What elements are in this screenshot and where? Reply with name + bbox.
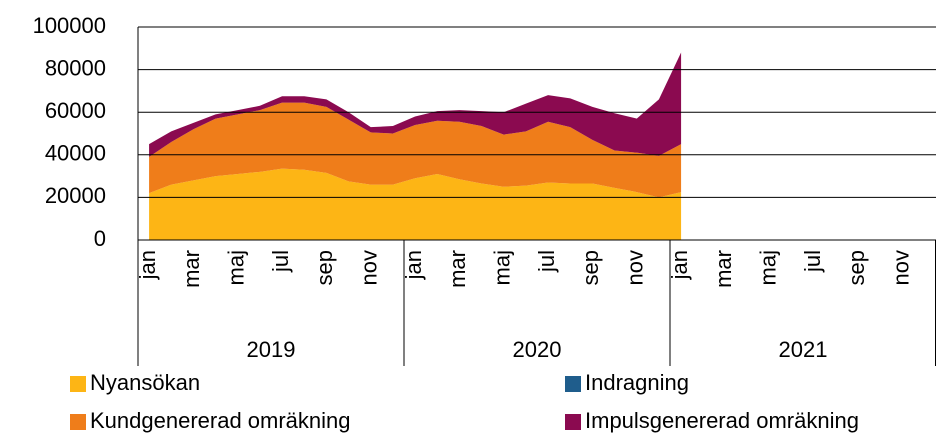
x-tick-label: maj xyxy=(224,250,249,285)
x-tick-label: nov xyxy=(889,250,914,285)
x-tick-label: maj xyxy=(490,250,515,285)
x-tick-label: sep xyxy=(578,250,603,285)
x-tick-label: jul xyxy=(534,250,559,273)
year-label: 2021 xyxy=(779,337,828,362)
area xyxy=(149,52,682,157)
area xyxy=(149,102,682,198)
x-tick-label: sep xyxy=(312,250,337,285)
legend-swatch xyxy=(70,376,86,392)
x-tick-label: nov xyxy=(357,250,382,285)
x-tick-label: jul xyxy=(268,250,293,273)
x-tick-label: mar xyxy=(711,250,736,288)
x-tick-label: nov xyxy=(623,250,648,285)
legend-label: Nyansökan xyxy=(90,370,200,395)
x-tick-label: jul xyxy=(800,250,825,273)
y-tick-label: 0 xyxy=(94,226,106,251)
x-tick-label: mar xyxy=(445,250,470,288)
y-tick-label: 100000 xyxy=(33,13,106,38)
legend-label: Kundgenererad omräkning xyxy=(90,408,351,433)
y-tick-label: 20000 xyxy=(45,183,106,208)
y-tick-label: 60000 xyxy=(45,98,106,123)
x-tick-label: jan xyxy=(667,250,692,280)
legend-swatch xyxy=(70,414,86,430)
y-tick-label: 40000 xyxy=(45,141,106,166)
x-tick-label: maj xyxy=(756,250,781,285)
year-label: 2020 xyxy=(513,337,562,362)
legend-swatch xyxy=(565,414,581,430)
legend-swatch xyxy=(565,376,581,392)
x-tick-label: mar xyxy=(179,250,204,288)
x-tick-label: jan xyxy=(401,250,426,280)
y-tick-label: 80000 xyxy=(45,55,106,80)
legend-label: Impulsgenererad omräkning xyxy=(585,408,859,433)
x-tick-label: jan xyxy=(135,250,160,280)
year-label: 2019 xyxy=(247,337,296,362)
x-tick-label: sep xyxy=(844,250,869,285)
area xyxy=(149,168,682,240)
legend-label: Indragning xyxy=(585,370,689,395)
